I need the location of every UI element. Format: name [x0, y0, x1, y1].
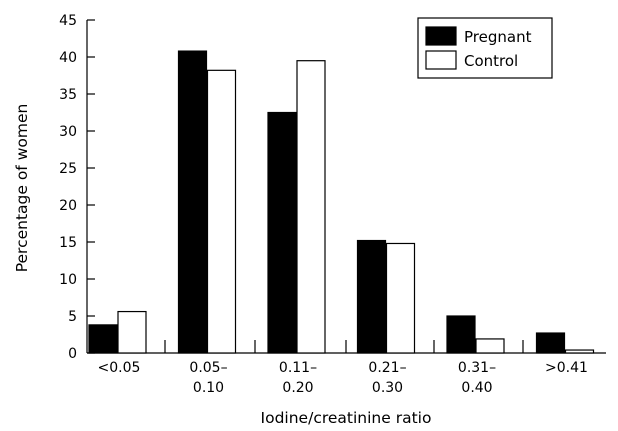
bar-pregnant: [446, 315, 476, 354]
bar-pregnant: [88, 324, 118, 354]
bars: [88, 50, 595, 354]
bar-control: [206, 69, 237, 354]
y-tick-label: 10: [59, 272, 77, 288]
bar-pregnant: [267, 111, 297, 354]
y-tick-label: 5: [68, 309, 77, 325]
y-tick-label: 35: [59, 87, 77, 103]
x-tick-label: 0.11– 0.20: [279, 360, 317, 396]
y-tick-label: 45: [59, 13, 77, 29]
legend-swatch: [425, 26, 457, 46]
bar-control: [296, 60, 326, 354]
legend-label: Control: [464, 52, 518, 70]
bar-control: [475, 338, 505, 354]
x-tick-label: 0.05– 0.10: [189, 360, 227, 396]
y-axis-title: Percentage of women: [13, 104, 31, 273]
x-axis-title: Iodine/creatinine ratio: [261, 409, 432, 427]
bar-control: [385, 242, 416, 354]
bar-control: [117, 310, 147, 354]
y-tick-label: 30: [59, 124, 77, 140]
legend-swatch: [425, 50, 457, 70]
x-tick-label: <0.05: [98, 360, 141, 376]
y-tick-label: 25: [59, 161, 77, 177]
x-tick-label: 0.31– 0.40: [458, 360, 496, 396]
bar-pregnant: [535, 332, 566, 354]
bar-control: [564, 349, 595, 354]
y-tick-label: 15: [59, 235, 77, 251]
x-axis: <0.05 0.05– 0.10 0.11– 0.20 0.21– 0.30 0.31– 0.4…: [87, 340, 606, 396]
y-tick-label: 20: [59, 198, 77, 214]
x-tick-label: >0.41: [545, 360, 588, 376]
x-tick-label: 0.21– 0.30: [368, 360, 406, 396]
bar-pregnant: [356, 239, 387, 354]
y-tick-label: 40: [59, 50, 77, 66]
legend-label: Pregnant: [464, 28, 532, 46]
bar-pregnant: [177, 50, 208, 354]
y-tick-label: 0: [68, 346, 77, 362]
legend: Pregnant Control: [417, 17, 553, 79]
y-axis: 0 5 10 15 20 25 30 35 40 45: [59, 13, 95, 362]
